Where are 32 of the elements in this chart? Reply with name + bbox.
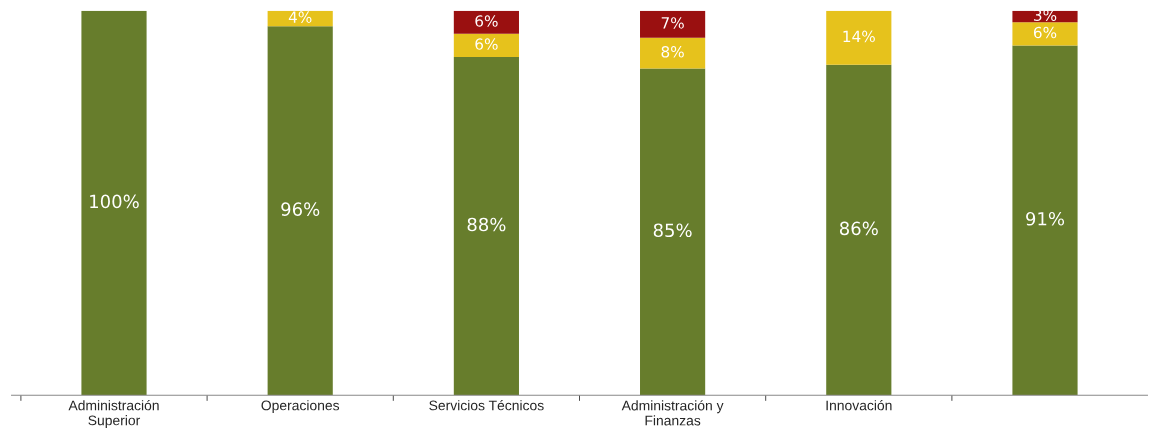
data-label: 91% (1026, 211, 1065, 226)
data-label: 85% (653, 223, 692, 238)
data-label: 8% (661, 45, 684, 58)
data-label: 4% (288, 11, 312, 23)
bar (453, 10, 519, 34)
bar (640, 37, 706, 69)
bar (1012, 22, 1078, 46)
data-label: 14% (843, 30, 875, 43)
data-label: 100% (90, 194, 139, 209)
bar (267, 10, 333, 27)
x-tick-label: Administración y Finanzas (621, 400, 724, 426)
bar (826, 10, 892, 65)
bar (453, 56, 519, 396)
data-label: 96% (281, 202, 320, 216)
bar (640, 10, 706, 38)
x-tick-label: Administración Superior (68, 399, 159, 429)
data-label: 6% (475, 38, 498, 50)
data-label: 6% (1033, 26, 1057, 39)
bar (81, 10, 147, 396)
bar (640, 68, 706, 396)
x-tick-label: Operaciones (261, 400, 340, 414)
data-label: 86% (839, 221, 878, 236)
data-label: 7% (661, 17, 684, 29)
bar (453, 33, 519, 57)
data-label: 88% (467, 217, 506, 232)
bar (1012, 45, 1078, 396)
data-label: 6% (475, 15, 498, 27)
x-tick-label: Servicios Técnicos (429, 399, 544, 411)
x-tick-label: Innovación (826, 399, 892, 411)
bar (267, 26, 333, 396)
data-label: 3% (1034, 9, 1057, 21)
bar (826, 64, 892, 396)
